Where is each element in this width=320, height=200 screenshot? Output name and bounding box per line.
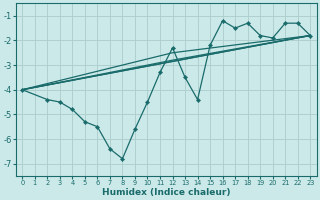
X-axis label: Humidex (Indice chaleur): Humidex (Indice chaleur) bbox=[102, 188, 230, 197]
